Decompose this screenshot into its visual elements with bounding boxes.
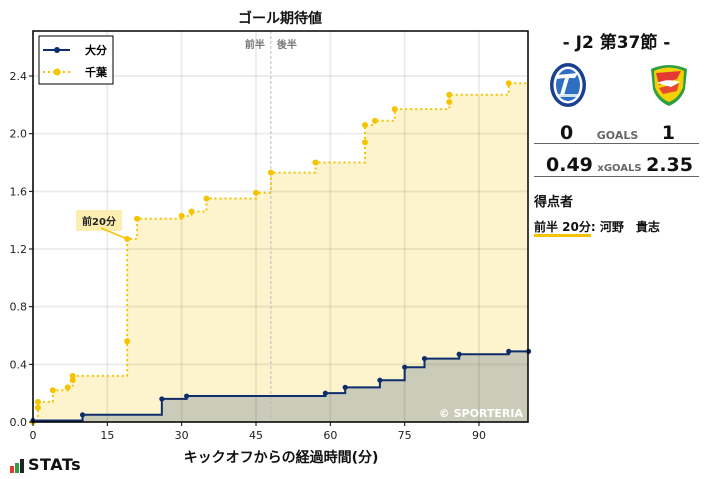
svg-text:0: 0 [30, 429, 37, 442]
round-title: - J2 第37節 - [562, 33, 671, 53]
bar-chart-icon [10, 459, 24, 473]
second-half-label: 後半 [277, 38, 297, 51]
svg-text:90: 90 [472, 429, 486, 442]
first-half-label: 前半 [245, 38, 265, 51]
scorer-time: 前半 20分 [534, 220, 591, 237]
watermark: © SPORTERIA [439, 407, 524, 420]
svg-text:75: 75 [398, 429, 412, 442]
scorer-item: 前半 20分: 河野 貴志 [534, 218, 699, 237]
match-summary: - J2 第37節 - 0 GOALS 1 0.49 xGOALS 2.35 得… [534, 28, 699, 237]
x-axis-label: キックオフからの経過時間(分) [183, 450, 379, 466]
svg-text:0.0: 0.0 [10, 416, 28, 429]
svg-text:0.4: 0.4 [10, 358, 28, 371]
svg-text:千葉: 千葉 [85, 65, 108, 79]
svg-text:45: 45 [249, 429, 263, 442]
svg-text:1.2: 1.2 [10, 243, 28, 256]
logo-text: STATs [28, 455, 82, 474]
away-crest-icon [651, 65, 687, 106]
home-crest-icon [550, 63, 586, 107]
svg-text:60: 60 [323, 429, 337, 442]
xg-row: 0.49 xGOALS 2.35 [534, 153, 699, 177]
away-xg: 2.35 [646, 154, 693, 176]
stats-logo: STATs [10, 457, 81, 473]
svg-text:2.0: 2.0 [10, 128, 28, 141]
svg-text:1.6: 1.6 [10, 185, 28, 198]
goals-row: 0 GOALS 1 [534, 121, 699, 144]
goal-annotation: 前20分 [82, 215, 116, 228]
xg-label: xGOALS [597, 163, 642, 174]
svg-text:大分: 大分 [85, 43, 107, 57]
home-xg: 0.49 [546, 154, 593, 176]
chart-title: ゴール期待値 [238, 11, 322, 27]
goals-label: GOALS [596, 129, 639, 142]
svg-text:30: 30 [175, 429, 189, 442]
scorer-player: : 河野 貴志 [590, 220, 660, 234]
away-goals: 1 [661, 122, 675, 144]
svg-text:2.4: 2.4 [10, 70, 28, 83]
svg-text:15: 15 [100, 429, 114, 442]
scorers-heading: 得点者 [534, 195, 574, 210]
home-goals: 0 [560, 122, 574, 144]
svg-text:0.8: 0.8 [10, 301, 28, 314]
